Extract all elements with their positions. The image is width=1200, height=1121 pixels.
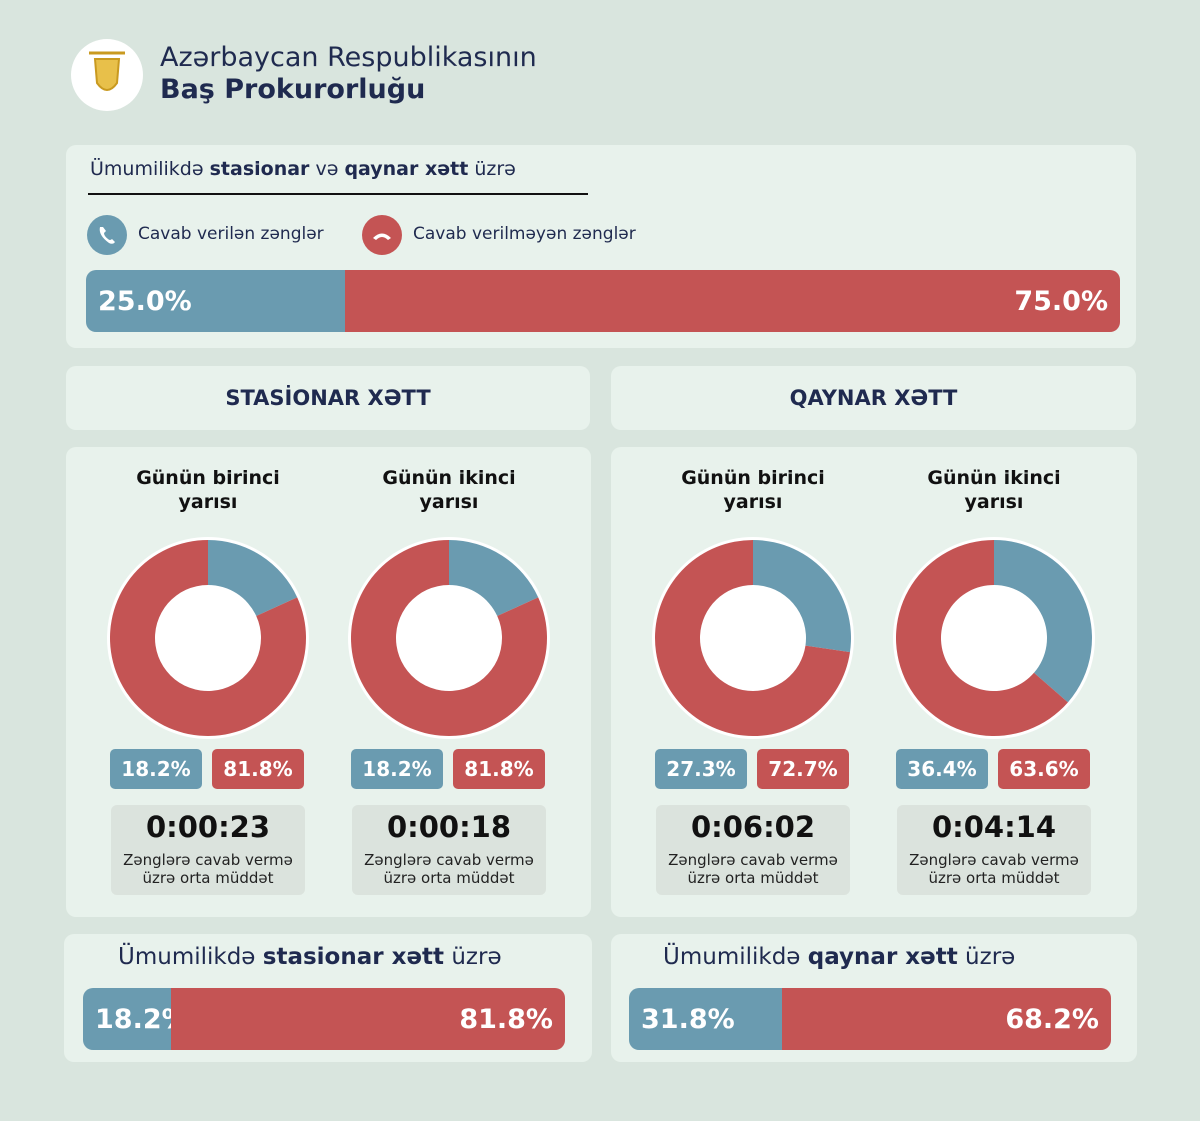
logo [71, 39, 143, 111]
title-part: qaynar xətt [344, 158, 469, 180]
legend-label: Cavab verilməyən zənglər [413, 224, 636, 244]
stacked-bar: 31.8% 68.2% [629, 988, 1111, 1050]
title-part: üzrə [957, 944, 1016, 970]
value-box: 72.7% [757, 749, 849, 789]
bar-segment: 68.2% [782, 988, 1111, 1050]
average-time: 0:00:18 [386, 810, 512, 844]
donut-slice [110, 540, 306, 736]
donut-slice [351, 540, 547, 736]
time-box [111, 805, 305, 895]
unanswered-icon [362, 215, 402, 255]
value-box: 18.2% [351, 749, 443, 789]
section-header-card [611, 366, 1136, 430]
bar-segment: 25.0% [86, 270, 345, 332]
title-part: Ümumilikdə [663, 944, 808, 970]
donut [893, 537, 1095, 739]
half-title: Günün birinci yarısı [136, 467, 280, 513]
value-label: 25.0% [98, 285, 192, 317]
answered-icon [87, 215, 127, 255]
value-label: 31.8% [641, 1003, 735, 1035]
half-title: Günün ikinci yarısı [927, 467, 1061, 513]
value-label: 68.2% [1005, 1003, 1099, 1035]
title-part: Ümumilikdə [90, 158, 210, 180]
legend-label: Cavab verilən zənglər [138, 224, 324, 244]
bar-segment: 81.8% [170, 988, 565, 1050]
donut-slice [655, 540, 850, 736]
value-label: 81.8% [459, 1003, 553, 1035]
time-caption: Zənglərə cavab vermə üzrə orta müddət [123, 851, 293, 887]
value-label: 75.0% [1014, 285, 1108, 317]
value-box: 36.4% [896, 749, 988, 789]
time-caption: Zənglərə cavab vermə üzrə orta müddət [668, 851, 838, 887]
value-box: 81.8% [212, 749, 304, 789]
section-title: Ümumilikdə stasionar xətt üzrə [118, 944, 502, 970]
bar-segment: 18.2% [83, 988, 189, 1050]
donut [348, 537, 550, 739]
title-part: və [309, 158, 345, 180]
donut-slice [449, 540, 539, 617]
title-part: qaynar xətt [807, 944, 958, 970]
value-box: 27.3% [655, 749, 747, 789]
donut-slice [896, 540, 1068, 736]
title-part: üzrə [468, 158, 516, 180]
donut-slice [208, 540, 298, 617]
header-line2: Baş Prokurorluğu [160, 74, 426, 105]
half-title: Günün birinci yarısı [681, 467, 825, 513]
stacked-bar: 25.0% 75.0% [86, 270, 1120, 332]
donut [107, 537, 309, 739]
section-header: STASİONAR XƏTT [225, 386, 431, 410]
average-time: 0:04:14 [931, 810, 1057, 844]
bar-segment: 75.0% [344, 270, 1120, 332]
average-time: 0:00:23 [145, 810, 271, 844]
title-part: Ümumilikdə [118, 944, 263, 970]
donut [652, 537, 854, 739]
stacked-bar: 18.2% 81.8% [83, 988, 565, 1050]
donut-slice [753, 540, 851, 653]
half-title: Günün ikinci yarısı [382, 467, 516, 513]
bar-segment: 31.8% [629, 988, 783, 1050]
value-box: 81.8% [453, 749, 545, 789]
time-caption: Zənglərə cavab vermə üzrə orta müddət [909, 851, 1079, 887]
section-title: Ümumilikdə qaynar xətt üzrə [663, 944, 1015, 970]
value-box: 63.6% [998, 749, 1090, 789]
header-line1: Azərbaycan Respublikasının [160, 42, 537, 73]
value-box: 18.2% [110, 749, 202, 789]
title-part: stasionar xətt [262, 944, 445, 970]
section-title: Ümumilikdə stasionar və qaynar xətt üzrə [90, 158, 516, 180]
title-part: stasionar [209, 158, 310, 180]
section-header: QAYNAR XƏTT [789, 386, 958, 410]
section-header-card [66, 366, 590, 430]
title-part: üzrə [444, 944, 502, 970]
time-box [656, 805, 850, 895]
average-time: 0:06:02 [690, 810, 816, 844]
underline [88, 193, 588, 195]
time-box [352, 805, 546, 895]
donut-slice [994, 540, 1092, 703]
time-caption: Zənglərə cavab vermə üzrə orta müddət [364, 851, 534, 887]
time-box [897, 805, 1091, 895]
